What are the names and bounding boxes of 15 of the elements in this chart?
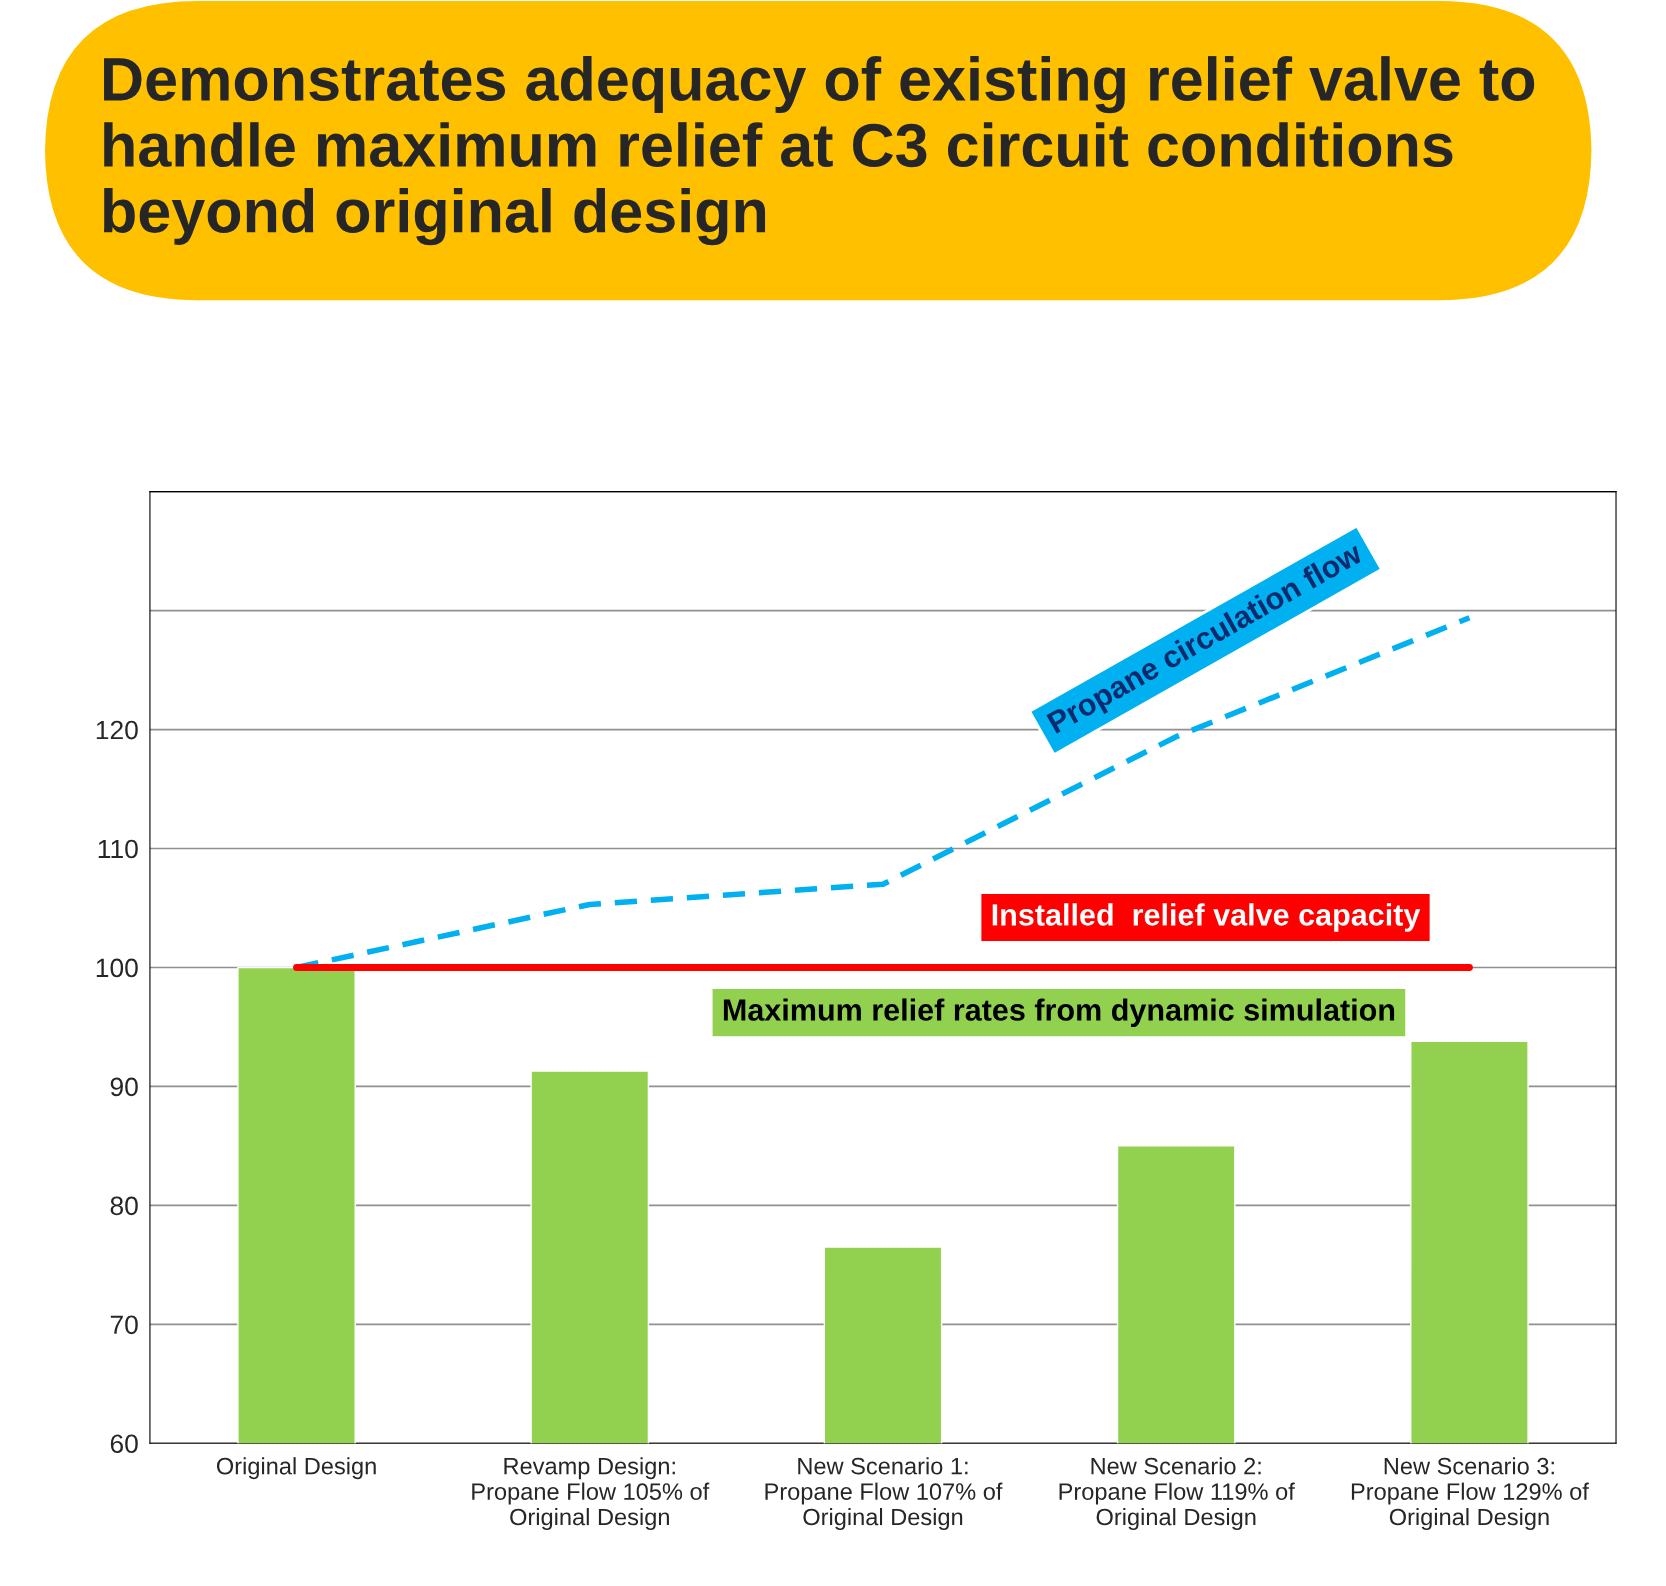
y-tick-label: 110 — [98, 839, 138, 859]
x-tick-label: New Scenario 2: Propane Flow 119% of Original Design — [1059, 1457, 1295, 1531]
y-tick-label: 100 — [96, 958, 138, 978]
y-tick-label: 60 — [110, 1434, 138, 1454]
y-tick-label: 90 — [110, 1077, 138, 1097]
y-tick-label: 120 — [96, 720, 138, 740]
y-tick-label: 80 — [110, 1196, 138, 1216]
x-tick-label: New Scenario 3: Propane Flow 129% of Original Design — [1351, 1457, 1589, 1531]
series-label: Maximum relief rates from dynamic simulation — [723, 998, 1395, 1027]
ref-line-label: Installed relief valve capacity — [992, 903, 1421, 932]
x-tick-label: Revamp Design: Propane Flow 105% of Original Design — [472, 1457, 710, 1531]
x-tick-label: Original Design — [216, 1457, 376, 1480]
y-tick-label: 70 — [110, 1315, 138, 1335]
x-tick-label: New Scenario 1: Propane Flow 107% of Original Design — [765, 1457, 1003, 1531]
chart-title: Demonstrates adequacy of existing relief valve to handle maximum relief at C3 circuit conditions beyond original design — [103, 56, 1535, 246]
